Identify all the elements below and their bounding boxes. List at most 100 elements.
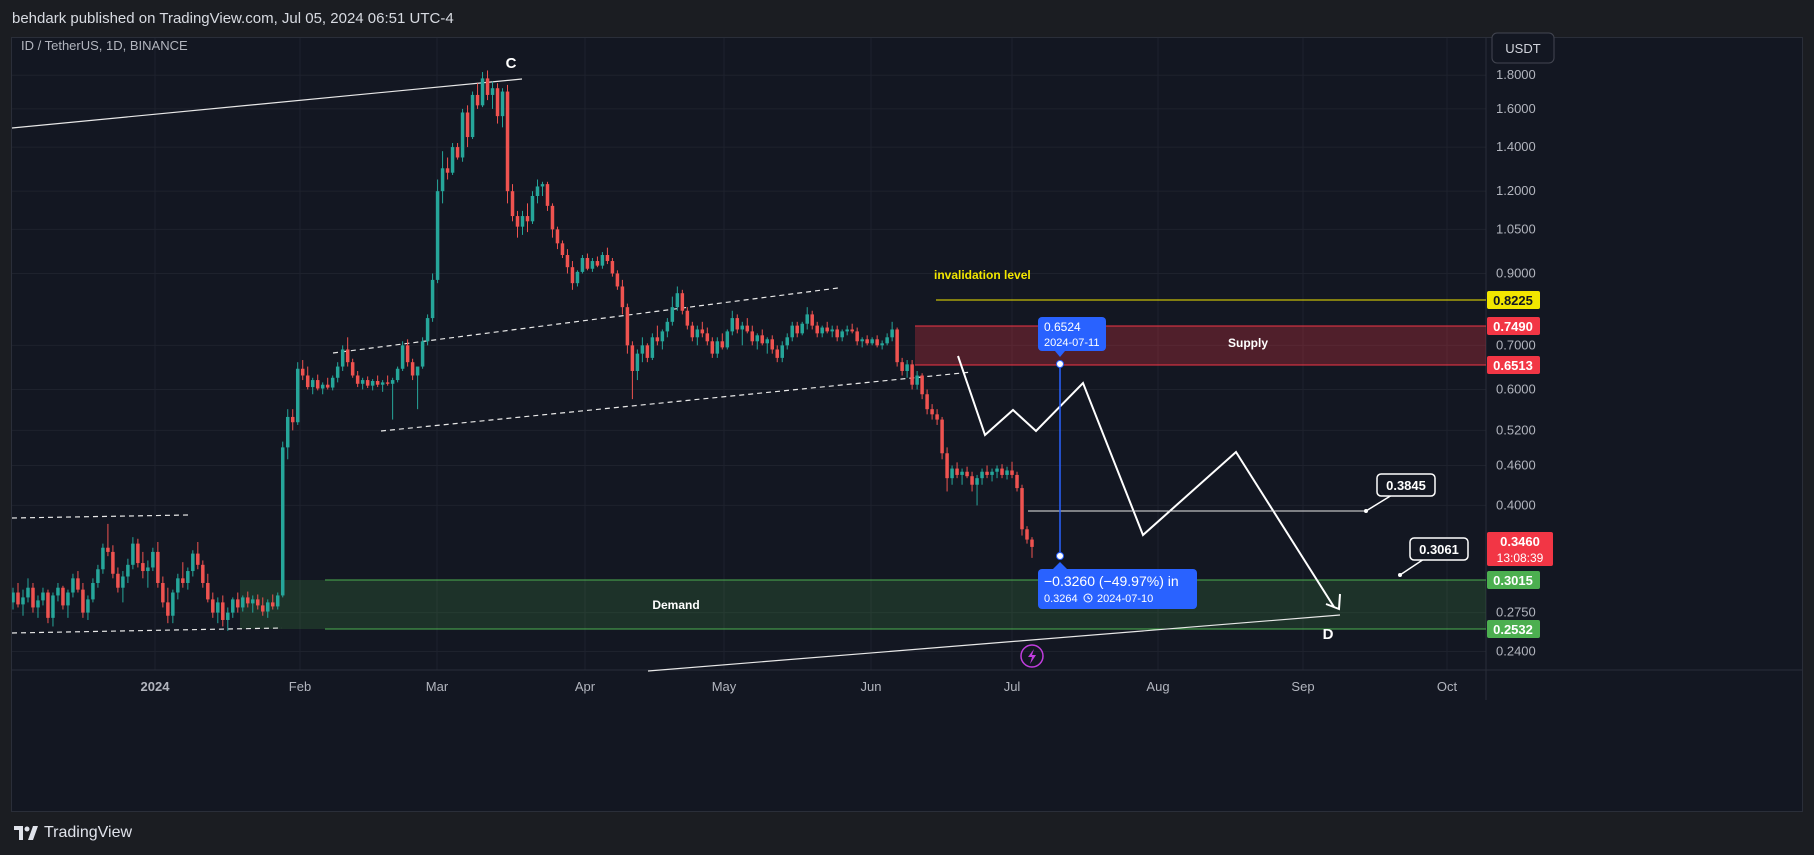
candle[interactable] — [765, 337, 770, 354]
candle[interactable] — [425, 314, 430, 346]
candle[interactable] — [251, 595, 255, 613]
candle[interactable] — [630, 341, 635, 400]
candle[interactable] — [455, 143, 460, 160]
candle[interactable] — [325, 377, 330, 390]
candle[interactable] — [965, 466, 969, 479]
candle[interactable] — [126, 558, 130, 583]
candle[interactable] — [795, 321, 799, 338]
candle[interactable] — [101, 543, 105, 574]
candle[interactable] — [835, 325, 839, 342]
candle[interactable] — [475, 83, 480, 109]
candle[interactable] — [550, 203, 555, 238]
measure-top-label[interactable] — [1038, 317, 1106, 351]
candle[interactable] — [780, 341, 784, 363]
candle[interactable] — [106, 523, 110, 557]
candle[interactable] — [440, 151, 445, 204]
candle[interactable] — [131, 537, 135, 570]
candle[interactable] — [610, 258, 615, 277]
candle[interactable] — [975, 474, 979, 506]
candle[interactable] — [915, 370, 919, 390]
candle[interactable] — [196, 541, 200, 570]
candle[interactable] — [620, 279, 625, 315]
candle[interactable] — [226, 607, 230, 631]
candle[interactable] — [895, 327, 899, 367]
demand-zone[interactable] — [240, 580, 1486, 629]
candle[interactable] — [840, 329, 844, 342]
candle[interactable] — [86, 595, 90, 620]
candle[interactable] — [820, 325, 824, 338]
candle[interactable] — [565, 249, 570, 274]
candle[interactable] — [310, 377, 315, 395]
candle[interactable] — [345, 337, 350, 367]
candle[interactable] — [320, 382, 325, 395]
candle[interactable] — [635, 349, 640, 381]
candle[interactable] — [405, 339, 410, 367]
candle[interactable] — [585, 253, 590, 271]
candle[interactable] — [725, 329, 730, 350]
candle[interactable] — [66, 589, 70, 618]
candle[interactable] — [415, 366, 420, 410]
candle[interactable] — [430, 273, 435, 322]
candle[interactable] — [855, 327, 859, 346]
candle[interactable] — [221, 595, 225, 627]
target-callout-1[interactable] — [1376, 473, 1436, 497]
candle[interactable] — [470, 91, 475, 140]
time-axis[interactable]: 2024 Feb Mar Apr May Jun Jul Aug Sep Oct — [141, 679, 1458, 694]
candle[interactable] — [1005, 466, 1009, 480]
candle[interactable] — [231, 597, 235, 618]
candle[interactable] — [490, 81, 495, 109]
candle[interactable] — [71, 573, 75, 598]
candle[interactable] — [800, 321, 804, 336]
candle[interactable] — [365, 376, 370, 389]
candle[interactable] — [266, 599, 270, 618]
measure-bottom-label[interactable] — [1038, 569, 1197, 609]
candle[interactable] — [46, 589, 50, 624]
candle[interactable] — [236, 592, 240, 613]
candle[interactable] — [36, 595, 40, 618]
candle[interactable] — [216, 597, 220, 624]
candle[interactable] — [665, 318, 670, 338]
candle[interactable] — [485, 70, 490, 101]
candle[interactable] — [161, 576, 165, 608]
candle[interactable] — [1030, 537, 1034, 558]
candle[interactable] — [600, 252, 605, 269]
candle[interactable] — [785, 333, 789, 350]
measure-top-handle[interactable] — [1056, 360, 1064, 368]
candle[interactable] — [960, 468, 964, 485]
candle[interactable] — [96, 564, 100, 588]
candle[interactable] — [760, 329, 765, 346]
candle[interactable] — [420, 337, 425, 369]
candle[interactable] — [400, 341, 405, 371]
candle[interactable] — [1025, 526, 1029, 544]
candle[interactable] — [650, 333, 655, 361]
candle[interactable] — [655, 325, 660, 346]
candle[interactable] — [360, 377, 365, 390]
candle[interactable] — [575, 270, 580, 287]
candle[interactable] — [525, 203, 530, 233]
candle[interactable] — [865, 335, 869, 346]
price-axis[interactable]: 1.8000 1.6000 1.4000 1.2000 1.0500 0.9000 0.70… — [1496, 67, 1536, 658]
plot-area[interactable] — [12, 38, 1486, 670]
candle[interactable] — [500, 88, 505, 128]
candle[interactable] — [675, 286, 680, 311]
candle[interactable] — [206, 573, 210, 603]
candle[interactable] — [750, 325, 755, 346]
candle[interactable] — [680, 289, 685, 315]
candle[interactable] — [340, 345, 345, 371]
candle[interactable] — [390, 377, 395, 420]
candle[interactable] — [700, 321, 705, 338]
candle[interactable] — [280, 441, 285, 598]
candle[interactable] — [285, 409, 290, 460]
candle[interactable] — [980, 468, 984, 485]
candle[interactable] — [395, 366, 400, 383]
candle[interactable] — [246, 591, 250, 608]
candle[interactable] — [505, 84, 510, 204]
currency-button[interactable] — [1491, 32, 1555, 64]
candle[interactable] — [930, 404, 934, 420]
candle[interactable] — [735, 314, 740, 334]
candle[interactable] — [555, 226, 560, 250]
candle[interactable] — [845, 325, 849, 336]
candle[interactable] — [176, 573, 180, 600]
candle[interactable] — [81, 582, 85, 618]
